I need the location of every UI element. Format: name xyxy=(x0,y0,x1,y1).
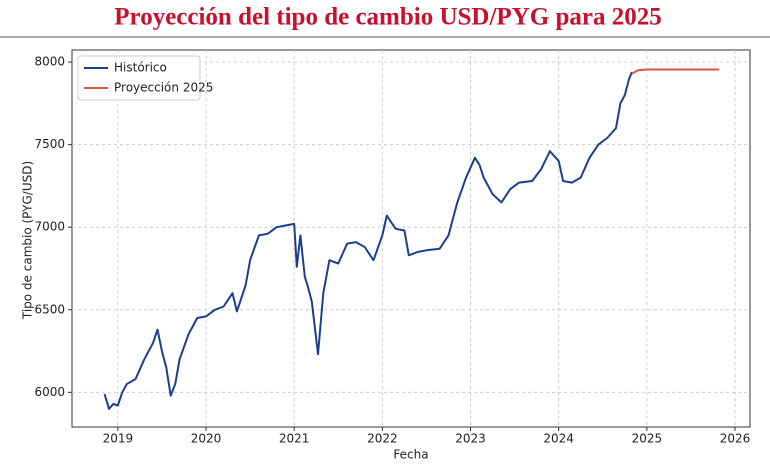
x-tick-label: 2024 xyxy=(543,432,574,446)
chart-title: Proyección del tipo de cambio USD/PYG pa… xyxy=(114,4,661,31)
y-tick-label: 7500 xyxy=(34,137,65,151)
x-tick-label: 2026 xyxy=(720,432,751,446)
y-tick-label: 6500 xyxy=(34,302,65,316)
line-series xyxy=(103,71,633,410)
x-tick-label: 2020 xyxy=(191,432,222,446)
x-tick-label: 2022 xyxy=(367,432,398,446)
y-axis-label: Tipo de cambio (PYG/USD) xyxy=(21,161,35,320)
x-tick-label: 2021 xyxy=(279,432,310,446)
y-tick-label: 6000 xyxy=(34,385,65,399)
legend-label: Proyección 2025 xyxy=(114,81,213,95)
y-tick-label: 8000 xyxy=(34,55,65,69)
x-tick-label: 2025 xyxy=(632,432,663,446)
x-tick-label: 2023 xyxy=(455,432,486,446)
x-tick-label: 2019 xyxy=(103,432,134,446)
x-axis-label: Fecha xyxy=(393,448,428,462)
y-tick-label: 7000 xyxy=(34,220,65,234)
line-series xyxy=(631,68,720,75)
legend-label: Histórico xyxy=(114,61,167,75)
legend-box xyxy=(77,55,201,101)
plot-area xyxy=(71,49,751,428)
